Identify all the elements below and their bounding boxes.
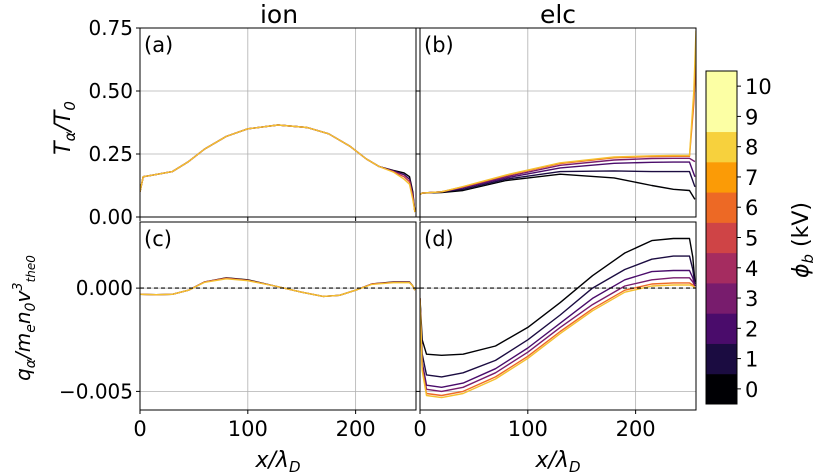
colorbar-swatch-0 [706,373,737,405]
y-tick-label: 0.000 [76,276,133,300]
colorbar-swatch-2 [706,313,737,344]
plot-area [140,277,416,298]
colorbar-tick-label: 1 [745,348,758,372]
series-line-1-kv [420,255,696,378]
colorbar-tick-label: 9 [745,105,758,129]
series-line-10-kv [140,124,416,213]
column-title-ion: ion [260,0,298,29]
colorbar-tick-label: 2 [745,317,758,341]
colorbar-swatch-7 [706,161,737,193]
panel-frame [419,221,697,411]
panel-frame [419,27,697,218]
colorbar-swatch-1 [706,343,737,375]
y-tick-label: 0.75 [88,16,133,40]
colorbar-tick-label: 10 [745,75,772,99]
x-tick-label: 100 [508,417,548,441]
colorbar-swatch-9 [706,101,737,133]
colorbar-swatch-5 [706,222,737,254]
plot-area [420,30,696,200]
x-axis-label-left: x/λD [254,448,300,475]
panel-label: (d) [424,227,454,251]
colorbar-swatch-4 [706,252,737,284]
series-line-10-kv [420,30,696,195]
series-line-10-kv [140,278,416,298]
y-tick-label: 0.25 [88,142,133,166]
colorbar-swatch-10 [706,71,737,102]
y-tick-label: −0.005 [59,379,133,403]
panel-label: (b) [424,33,454,57]
panel-frame [139,27,417,218]
panel-label: (a) [144,33,173,57]
panel-b: (b) [416,27,697,221]
colorbar-tick-label: 5 [745,227,758,251]
series-line-2-kv [420,269,696,388]
panel-d: 0 100 200 (d) [413,221,697,441]
colorbar-tick-label: 0 [745,378,758,402]
panel-frame [139,221,417,411]
y-axis-label-heat-flux: qα/men0v3the0 [11,255,39,381]
colorbar-swatch-6 [706,192,737,223]
series-line-0-kv [420,237,696,356]
panel-a: 0.00 0.25 0.50 0.75 (a) [88,16,417,229]
x-tick-label: 0 [133,417,146,441]
x-tick-label: 0 [413,417,426,441]
column-title-elc: elc [540,0,576,29]
colorbar-tick-label: 6 [745,196,758,220]
y-tick-label: 0.00 [88,205,133,229]
colorbar-tick-label: 8 [745,136,758,160]
panel-label: (c) [144,227,172,251]
colorbar-tick-label: 3 [745,287,758,311]
colorbar-tick-label: 7 [745,166,758,190]
x-tick-label: 200 [336,417,376,441]
colorbar-swatch-3 [706,282,737,314]
colorbar: 0 1 2 3 4 5 6 7 8 9 10 [705,70,772,405]
plot-area [420,237,696,399]
panel-background [140,222,416,410]
x-axis-label-right: x/λD [534,448,580,475]
series-line-10-kv [420,284,696,399]
colorbar-swatch-8 [706,131,737,163]
x-tick-label: 100 [228,417,268,441]
colorbar-frame [705,70,738,405]
plot-area [140,124,416,213]
colorbar-tick-label: 4 [745,257,758,281]
colorbar-label: ϕb (kV) [789,202,817,278]
panel-background [140,28,416,217]
x-tick-label: 200 [616,417,656,441]
y-axis-label-temperature: Tα/T0 [51,101,79,155]
series-line-6-kv [420,282,696,397]
series-line-3-kv [420,277,696,393]
y-tick-label: 0.50 [88,79,133,103]
